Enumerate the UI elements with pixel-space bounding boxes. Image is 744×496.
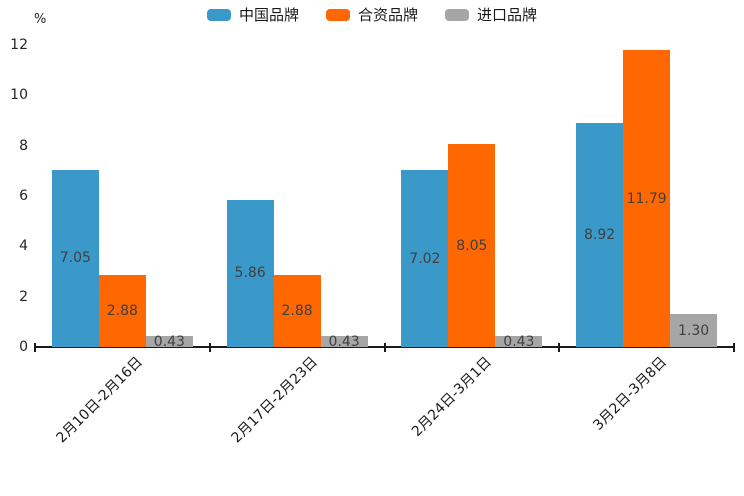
bar-value-label: 7.02 [409, 250, 441, 267]
x-tick-label: 2月17日-2月23日 [228, 354, 321, 447]
x-axis-tick [34, 343, 36, 352]
bar-value-label: 1.30 [678, 322, 710, 339]
x-axis-tick [383, 343, 386, 352]
legend-swatch-import-brand-icon [445, 9, 469, 21]
bar-value-label: 0.43 [153, 333, 185, 350]
y-tick-label: 10 [10, 87, 28, 104]
legend-item-import-brand[interactable]: 进口品牌 [445, 6, 537, 24]
bar [51, 169, 99, 347]
y-axis-unit-label: % [34, 12, 47, 27]
bar-value-label: 2.88 [281, 302, 313, 319]
bar-value-label: 7.05 [59, 250, 91, 267]
legend: 中国品牌 合资品牌 进口品牌 [0, 6, 744, 24]
bar-value-label: 8.05 [456, 237, 488, 254]
bar [226, 199, 274, 347]
bar [495, 336, 543, 347]
bar-value-label: 0.43 [328, 333, 360, 350]
legend-item-china-brand[interactable]: 中国品牌 [206, 6, 299, 24]
bar [576, 122, 624, 347]
bar [448, 144, 496, 347]
bar-value-label: 11.79 [626, 190, 667, 207]
y-tick-label: 4 [19, 238, 28, 255]
x-tick-label: 3月2日-3月8日 [590, 354, 670, 434]
y-tick-label: 0 [19, 339, 28, 355]
legend-swatch-china-brand-icon [206, 9, 231, 21]
x-tick-label: 2月10日-2月16日 [53, 354, 146, 447]
bar [670, 314, 718, 347]
x-tick-label: 2月24日-3月1日 [409, 354, 496, 440]
y-tick-label: 12 [10, 37, 28, 53]
legend-swatch-joint-venture-brand-icon [325, 9, 350, 21]
legend-item-label: 进口品牌 [477, 6, 538, 24]
bar [98, 274, 146, 347]
x-axis-tick [208, 343, 211, 352]
bar [273, 274, 321, 347]
legend-item-joint-venture-brand[interactable]: 合资品牌 [325, 6, 418, 24]
legend-item-label: 合资品牌 [357, 6, 418, 24]
y-tick-label: 8 [19, 137, 28, 154]
legend-item-label: 中国品牌 [238, 6, 299, 24]
x-axis-tick [733, 343, 735, 352]
bar [401, 170, 449, 347]
x-axis-tick [558, 343, 561, 352]
bar-value-label: 8.92 [584, 226, 616, 243]
bar-value-label: 2.88 [106, 302, 138, 319]
y-tick-label: 6 [19, 188, 28, 204]
bar [145, 336, 193, 347]
bar-value-label: 5.86 [234, 265, 266, 282]
bar [320, 336, 368, 347]
bar [623, 50, 671, 347]
y-tick-label: 2 [19, 288, 28, 305]
bar-value-label: 0.43 [503, 333, 535, 350]
